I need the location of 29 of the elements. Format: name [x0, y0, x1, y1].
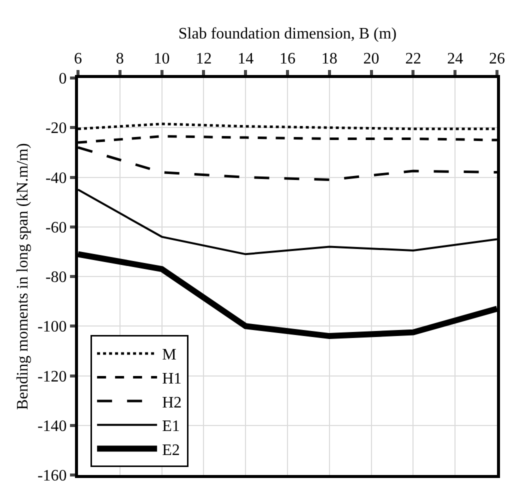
x-tick-label: 16 [280, 50, 296, 68]
line-series [78, 135, 497, 144]
y-tick-label: -40 [45, 170, 67, 187]
legend-label: H2 [162, 394, 182, 412]
y-tick-label: 0 [58, 70, 67, 88]
x-tick-label: 8 [116, 50, 124, 68]
legend-label: E2 [162, 442, 180, 459]
legend-label: M [162, 346, 176, 364]
legend-label: E1 [162, 418, 180, 436]
x-tick-label: 12 [196, 50, 212, 68]
x-tick-label: 18 [321, 50, 338, 68]
y-tick-label: -140 [37, 418, 67, 435]
y-axis-title: Bending moments in long span (kN.m/m) [14, 143, 32, 410]
x-tick-label: 22 [405, 50, 422, 68]
x-axis-title: Slab foundation dimension, B (m) [178, 26, 397, 42]
y-tick-label: -120 [37, 368, 67, 386]
y-tick-label: -80 [45, 269, 67, 286]
x-tick-label: 24 [447, 50, 464, 68]
y-tick-label: -160 [37, 468, 67, 485]
x-tick-label: 14 [238, 50, 254, 68]
x-tick-label: 6 [74, 50, 82, 68]
y-tick-label: -20 [45, 120, 67, 138]
legend-label: H1 [162, 370, 182, 388]
y-tick-label: -60 [45, 219, 67, 236]
x-tick-label: 10 [154, 50, 170, 68]
x-tick-label: 20 [363, 50, 380, 68]
y-tick-label: -100 [37, 318, 67, 336]
x-tick-label: 26 [489, 50, 505, 68]
line-series [78, 188, 497, 256]
